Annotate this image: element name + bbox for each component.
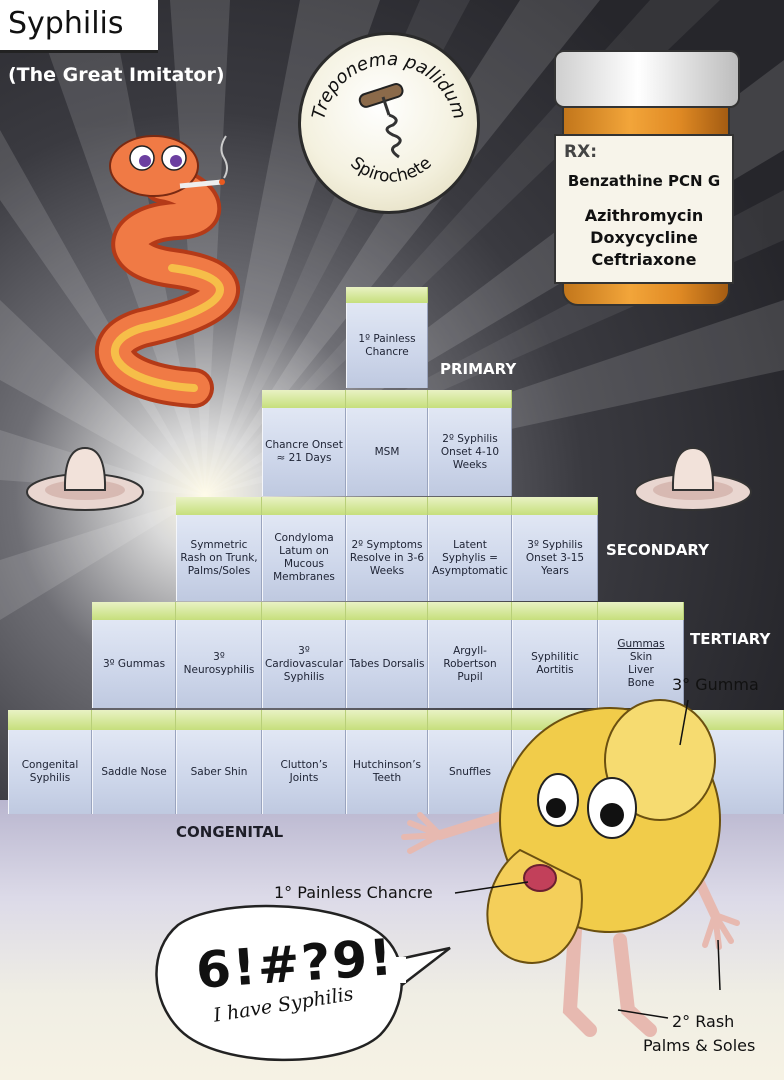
block-condyloma-latum: Condyloma Latum on Mucous Membranes [262,515,346,601]
block-argyll-robertson: Argyll-Robertson Pupil [428,620,512,708]
tier-label-tertiary: TERTIARY [690,630,771,648]
block-top [92,602,176,620]
medication-item: Doxycycline [590,228,698,247]
block-painless-chancre: 1º Painless Chancre [346,303,428,388]
block-gummas-sites: Gummas Skin Liver Bone [598,620,684,708]
block-top [346,710,428,730]
block-top [346,497,428,515]
block-top [262,710,346,730]
block-top [176,602,262,620]
block-secondary-onset: 2º Syphilis Onset 4-10 Weeks [428,408,512,496]
block-saddle-nose: Saddle Nose [92,730,176,814]
gummas-site: Liver [628,664,654,676]
annotation-rash-sites: Palms & Soles [643,1036,756,1055]
annotation-rash: 2° Rash [672,1012,735,1031]
gummas-site: Skin [629,651,653,663]
block-top [598,602,684,620]
block-top [346,390,428,408]
prescription-label: RX: Benzathine PCN G Azithromycin Doxycy… [554,134,734,284]
block-top [428,710,512,730]
block-top [346,287,428,303]
block-neurosyphilis: 3º Neurosyphilis [176,620,262,708]
organism-medallion: Treponema pallidum Spirochete [298,32,480,214]
gummas-site: Bone [627,677,655,689]
tier-label-congenital: CONGENITAL [176,823,284,841]
title-box: Syphilis [0,0,158,53]
medication-item: Ceftriaxone [591,250,697,269]
block-snuffles: Snuffles [428,730,512,814]
block-tabes-dorsalis: Tabes Dorsalis [346,620,428,708]
annotation-gumma: 3° Gumma [672,675,759,694]
tier-label-primary: PRIMARY [440,360,517,378]
snake-illustration [95,135,240,408]
block-cluttons-joints: Clutton’s Joints [262,730,346,814]
block-symptoms-resolve: 2º Symptoms Resolve in 3-6 Weeks [346,515,428,601]
block-syphilitic-aortitis: Syphilitic Aortitis [512,620,598,708]
block-symmetric-rash: Symmetric Rash on Trunk, Palms/Soles [176,515,262,601]
block-top [92,710,176,730]
block-congenital-syphilis: Congenital Syphilis [8,730,92,814]
block-top [428,390,512,408]
condom-icon-right [634,446,752,511]
block-gummas: 3º Gummas [92,620,176,708]
block-top [262,602,346,620]
block-cardiovascular: 3º Cardiovascular Syphilis [262,620,346,708]
block-saber-shin: Saber Shin [176,730,262,814]
block-top [346,602,428,620]
gummas-heading: Gummas [617,638,665,650]
pill-bottle-cap [554,50,740,108]
block-hutchinsons-teeth: Hutchinson’s Teeth [346,730,428,814]
medication-item: Azithromycin [584,206,704,225]
block-latent-syphilis: Latent Syphylis = Asymptomatic [428,515,512,601]
block-top [176,710,262,730]
block-tertiary-onset: 3º Syphilis Onset 3-15 Years [512,515,598,601]
condom-icon-left [26,446,144,511]
block-msm: MSM [346,408,428,496]
block-top [176,497,262,515]
tier-label-secondary: SECONDARY [606,541,710,559]
annotation-chancre: 1° Painless Chancre [274,883,433,902]
page-subtitle: (The Great Imitator) [8,64,225,86]
block-top [262,390,346,408]
page-title: Syphilis [8,6,124,41]
block-top [8,710,92,730]
block-top [262,497,346,515]
corkscrew-icon [358,83,404,159]
medication-item: Benzathine PCN G [567,172,721,190]
medallion-art: Treponema pallidum Spirochete [308,49,470,187]
block-top [428,602,512,620]
block-top [428,497,512,515]
block-chancre-onset: Chancre Onset ≈ 21 Days [262,408,346,496]
block-top [512,602,598,620]
rx-label: RX: [564,142,597,162]
block-top [512,497,598,515]
